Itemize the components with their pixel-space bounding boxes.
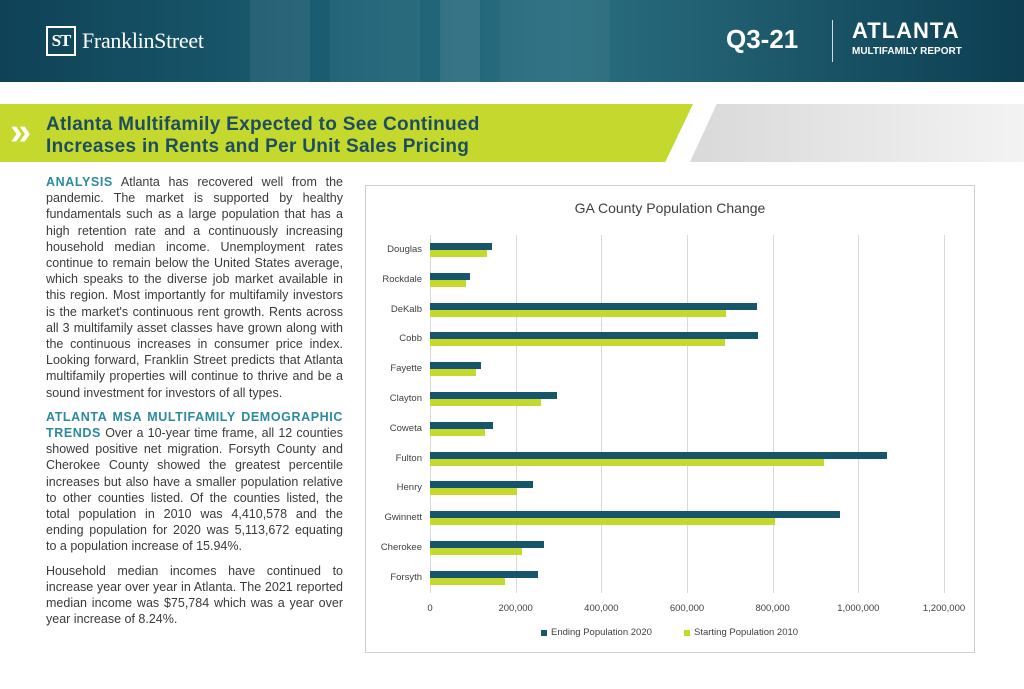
legend-swatch [684, 629, 690, 636]
paragraph-text: Atlanta has recovered well from the pand… [46, 175, 343, 400]
legend-item: Ending Population 2020 [541, 627, 652, 638]
banner-gray-stripe [690, 104, 1024, 162]
bar-2010-cobb [430, 339, 725, 347]
analysis-text-column: ANALYSIS Atlanta has recovered well from… [46, 174, 343, 635]
x-tick-label: 200,000 [498, 603, 533, 614]
chart-title: GA County Population Change [574, 200, 766, 216]
income-paragraph: Household median incomes have continued … [46, 563, 343, 627]
bar-2010-clayton [430, 399, 541, 406]
x-gridline [687, 235, 688, 593]
franklin-street-logo[interactable]: ST FranklinStreet [46, 26, 204, 56]
bar-2020-dekalb [430, 302, 758, 310]
report-quarter: Q3-21 [726, 24, 799, 54]
legend-swatch [541, 629, 547, 636]
double-chevron-icon: » [10, 111, 31, 153]
bar-2010-rockdale [430, 279, 467, 287]
header-background-image [330, 0, 420, 82]
y-category-label: Cherokee [380, 542, 422, 553]
x-tick-label: 800,000 [755, 603, 790, 614]
bar-2020-cobb [430, 332, 759, 340]
x-tick-label: 1,000,000 [837, 603, 880, 614]
bar-2020-fayette [430, 362, 481, 370]
bar-2020-fulton [430, 451, 887, 459]
bar-2020-douglas [430, 243, 492, 250]
y-category-label: Fayette [390, 363, 422, 375]
section-lead: ANALYSIS [46, 175, 113, 189]
logo-mark-icon: ST [46, 26, 76, 56]
x-gridline [601, 235, 603, 593]
page-title-line: Increases in Rents and Per Unit Sales Pr… [46, 136, 470, 157]
y-category-label: Clayton [389, 393, 422, 404]
report-header: ST FranklinStreet Q3-21 ATLANTA MULTIFAM… [0, 0, 1024, 82]
bar-2010-henry [430, 488, 518, 496]
x-tick-label: 1,200,000 [922, 603, 966, 614]
demographic-paragraph: ATLANTA MSA MULTIFAMILY DEMOGRAPHIC TREN… [46, 409, 343, 555]
bar-2010-dekalb [430, 309, 727, 317]
legend-label: Ending Population 2020 [551, 627, 652, 638]
header-divider [832, 20, 833, 62]
x-gridline [430, 235, 431, 593]
bar-2020-clayton [430, 392, 558, 399]
header-background-image [250, 0, 310, 82]
bar-2020-henry [430, 481, 533, 489]
x-gridline [858, 235, 860, 593]
x-tick-label: 0 [427, 603, 433, 614]
bar-2010-gwinnett [430, 518, 775, 526]
y-category-label: Henry [396, 482, 422, 494]
y-category-label: Forsyth [390, 571, 422, 583]
page-title-line: Atlanta Multifamily Expected to See Cont… [46, 114, 480, 135]
x-gridline [944, 235, 945, 593]
report-type: MULTIFAMILY REPORT [852, 46, 962, 57]
bar-2010-coweta [430, 428, 485, 436]
header-background-image [500, 0, 610, 82]
y-category-label: Fulton [395, 452, 422, 464]
analysis-paragraph: ANALYSIS Atlanta has recovered well from… [46, 174, 343, 401]
y-category-label: Coweta [389, 422, 422, 434]
x-tick-label: 400,000 [584, 603, 619, 614]
legend-label: Starting Population 2010 [694, 627, 799, 638]
bar-2010-fayette [430, 369, 476, 377]
bar-2010-forsyth [430, 577, 505, 585]
bar-2020-rockdale [430, 272, 470, 280]
y-category-label: Rockdale [382, 273, 422, 285]
page-title: Atlanta Multifamily Expected to See Cont… [46, 114, 666, 158]
y-category-label: Cobb [399, 333, 422, 345]
legend-item: Starting Population 2010 [684, 627, 798, 638]
bar-2010-cherokee [430, 548, 522, 555]
bar-2020-cherokee [430, 541, 545, 548]
y-category-label: Douglas [387, 244, 422, 255]
bar-2020-coweta [430, 421, 493, 429]
bar-2020-forsyth [430, 570, 538, 578]
header-background-image [440, 0, 480, 82]
x-tick-label: 600,000 [669, 603, 705, 614]
section-lead: ATLANTA MSA MULTIFAMILY DEMOGRAPHIC TREN… [46, 409, 343, 441]
x-gridline [772, 235, 774, 593]
report-city: ATLANTA [852, 18, 960, 43]
y-category-label: DeKalb [390, 303, 422, 315]
title-banner [0, 104, 693, 162]
y-category-label: Gwinnett [384, 512, 423, 524]
x-gridline [515, 235, 517, 593]
bar-2010-fulton [430, 458, 825, 466]
bar-2020-gwinnett [430, 511, 840, 519]
logo-text: FranklinStreet [82, 28, 204, 53]
paragraph-text: Over a 10-year time frame, all 12 counti… [46, 426, 343, 554]
bar-2010-douglas [430, 250, 487, 257]
